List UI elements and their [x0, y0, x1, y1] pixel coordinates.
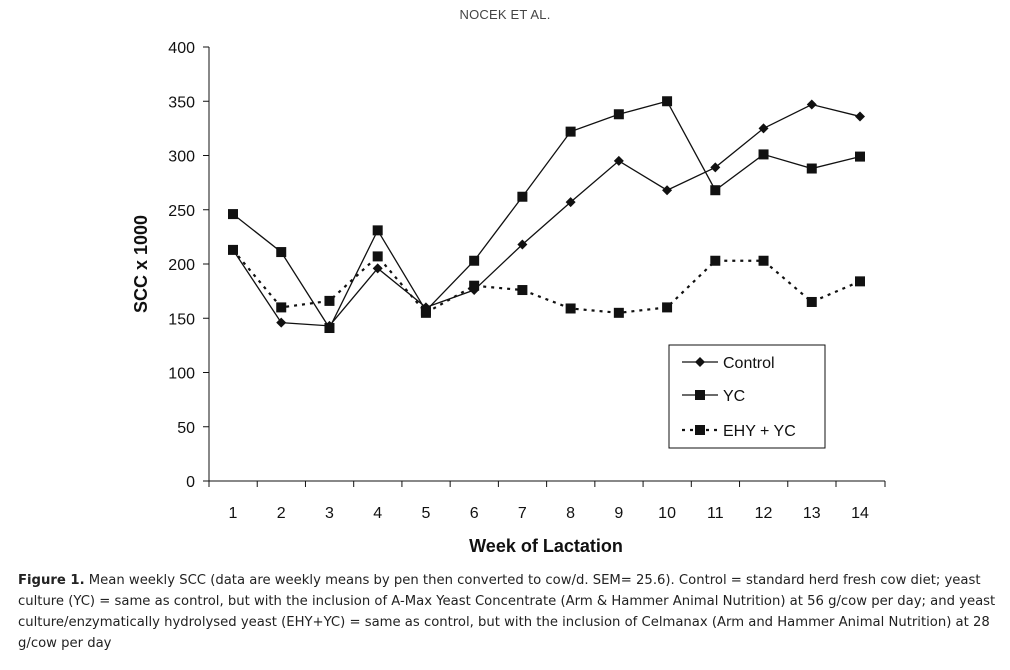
data-point: [855, 276, 865, 287]
x-tick-label: 10: [658, 505, 676, 522]
legend-label: Control: [723, 355, 775, 372]
y-tick-label: 100: [168, 366, 195, 383]
data-point: [565, 303, 576, 314]
series-yc: [228, 96, 865, 334]
data-point: [806, 163, 817, 174]
data-point: [372, 263, 383, 274]
y-tick-label: 150: [168, 311, 195, 328]
y-axis-title: SCC x 1000: [131, 215, 151, 313]
data-point: [710, 185, 721, 196]
data-point: [613, 155, 624, 166]
x-tick-label: 11: [707, 505, 724, 522]
data-point: [372, 251, 383, 262]
y-tick-label: 350: [168, 94, 195, 111]
legend-entry: Control: [682, 355, 775, 372]
legend-label: YC: [723, 388, 745, 405]
x-tick-label: 9: [614, 505, 623, 522]
data-point: [420, 307, 431, 318]
x-tick-label: 14: [851, 505, 869, 522]
data-point: [758, 149, 769, 160]
caption-text: Mean weekly SCC (data are weekly means b…: [18, 573, 996, 651]
x-tick-label: 1: [229, 505, 238, 522]
data-point: [276, 247, 287, 258]
figure-caption: Figure 1. Mean weekly SCC (data are week…: [18, 570, 1003, 654]
x-tick-label: 13: [803, 505, 821, 522]
series-control: [228, 99, 865, 331]
data-point: [806, 99, 817, 110]
data-point: [565, 197, 576, 208]
data-point: [710, 162, 721, 173]
data-point: [372, 225, 383, 236]
data-point: [758, 255, 769, 266]
data-point: [469, 255, 480, 266]
y-tick-label: 0: [186, 474, 195, 491]
y-tick-label: 250: [168, 203, 195, 220]
legend-label: EHY + YC: [723, 423, 796, 440]
data-point: [613, 307, 624, 318]
x-tick-label: 3: [325, 505, 334, 522]
data-point: [855, 111, 865, 122]
running-head: NOCEK ET AL.: [459, 7, 551, 22]
x-tick-label: 12: [755, 505, 773, 522]
chart-series: [228, 96, 865, 334]
data-point: [276, 317, 287, 328]
legend-marker: [695, 357, 705, 367]
legend-entry: EHY + YC: [682, 423, 796, 440]
data-point: [517, 191, 528, 202]
x-tick-label: 4: [373, 505, 382, 522]
y-tick-label: 400: [168, 40, 195, 57]
data-point: [276, 302, 287, 313]
caption-label: Figure 1.: [18, 573, 85, 588]
data-point: [806, 296, 817, 307]
series-line: [232, 100, 861, 330]
data-point: [662, 185, 673, 196]
x-tick-label: 5: [421, 505, 430, 522]
data-point: [710, 255, 721, 266]
x-tick-label: 6: [470, 505, 479, 522]
data-point: [324, 295, 335, 306]
y-tick-label: 50: [177, 420, 195, 437]
x-axis-title: Week of Lactation: [469, 536, 623, 556]
legend-marker: [695, 425, 705, 435]
data-point: [517, 285, 528, 296]
data-point: [324, 323, 335, 334]
series-line: [232, 103, 861, 327]
data-point: [855, 151, 865, 162]
data-point: [613, 109, 624, 120]
x-tick-label: 2: [277, 505, 286, 522]
data-point: [228, 209, 238, 220]
data-point: [662, 302, 673, 313]
data-point: [469, 280, 480, 291]
y-tick-label: 300: [168, 149, 195, 166]
data-point: [662, 96, 673, 107]
chart-legend: Control YC EHY + YC: [668, 344, 826, 449]
series-ehy-yc: [228, 244, 865, 318]
legend-marker: [695, 390, 705, 400]
x-tick-label: 7: [518, 505, 527, 522]
y-tick-label: 200: [168, 257, 195, 274]
data-point: [228, 244, 238, 255]
legend-entry: YC: [682, 388, 745, 405]
data-point: [565, 126, 576, 137]
data-point: [758, 123, 769, 134]
x-tick-label: 8: [566, 505, 575, 522]
data-point: [517, 239, 528, 250]
series-line: [232, 249, 861, 315]
